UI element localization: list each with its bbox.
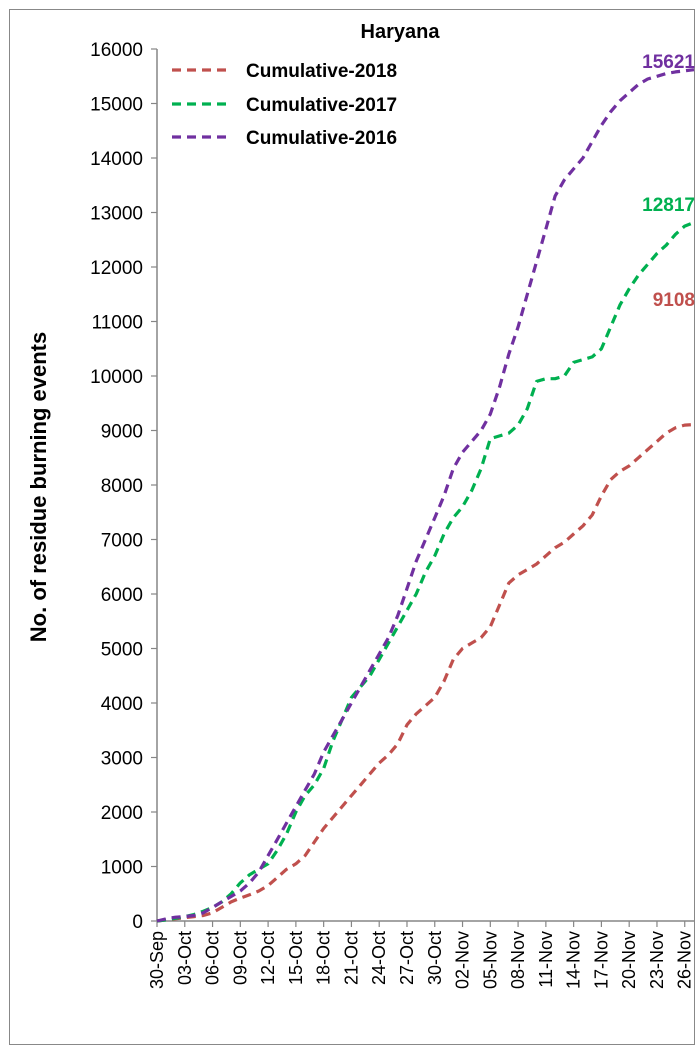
x-tick-label: 12-Oct: [258, 931, 278, 985]
y-tick-label: 12000: [90, 258, 143, 279]
x-tick-label: 05-Nov: [480, 931, 500, 989]
y-tick-label: 6000: [101, 585, 143, 606]
x-tick-label: 26-Nov: [675, 931, 695, 989]
series-line-cumulative-2018: [156, 423, 695, 923]
x-tick-label: 08-Nov: [508, 931, 528, 989]
legend-label-cumulative-2018: Cumulative-2018: [246, 61, 397, 82]
x-tick-label: 27-Oct: [397, 931, 417, 985]
y-tick-label: 15000: [90, 95, 143, 116]
y-tick-label: 2000: [101, 803, 143, 824]
y-tick-label: 11000: [92, 313, 143, 334]
end-value-label-cumulative-2018: 9108: [653, 290, 695, 311]
y-tick-label: 8000: [101, 476, 143, 497]
legend: Cumulative-2018 Cumulative-2017 Cumulative…: [172, 61, 397, 149]
x-tick-label: 30-Sep: [147, 931, 167, 989]
x-tick-label: 23-Nov: [647, 931, 667, 989]
x-tick-label: 15-Oct: [286, 931, 306, 985]
y-tick-label: 9000: [101, 422, 143, 443]
y-axis-label: No. of residue burning events: [26, 332, 51, 642]
series-line-cumulative-2017: [156, 221, 695, 923]
x-tick-label: 06-Oct: [203, 931, 223, 985]
x-tick-label: 30-Oct: [425, 931, 445, 985]
legend-label-cumulative-2016: Cumulative-2016: [246, 128, 397, 149]
x-tick-label: 20-Nov: [619, 931, 639, 989]
chart-title: Haryana: [361, 21, 441, 43]
y-tick-label: 10000: [90, 367, 143, 388]
y-tick-label: 0: [132, 912, 143, 933]
end-value-label-cumulative-2016: 15621: [642, 52, 695, 73]
x-tick-label: 21-Oct: [341, 931, 361, 985]
axes: 0 1000 2000 3000 4000 5000 6000 7000 8000 9000 100…: [90, 40, 695, 989]
y-tick-label: 16000: [90, 40, 143, 61]
x-tick-label: 02-Nov: [453, 931, 473, 989]
series-line-cumulative-2016: [156, 68, 695, 923]
y-tick-label: 13000: [90, 204, 143, 225]
y-tick-label: 14000: [90, 149, 143, 170]
y-tick-label: 7000: [101, 531, 143, 552]
y-tick-label: 4000: [101, 694, 143, 715]
x-tick-label: 09-Oct: [230, 931, 250, 985]
end-value-label-cumulative-2017: 12817: [642, 195, 695, 216]
x-tick-label: 17-Nov: [591, 931, 611, 989]
x-tick-label: 14-Nov: [564, 931, 584, 989]
x-tick-label: 24-Oct: [369, 931, 389, 985]
x-tick-label: 11-Nov: [536, 931, 556, 988]
series-layer: 9108 12817 15621: [156, 52, 695, 923]
x-tick-label: 03-Oct: [175, 931, 195, 985]
legend-label-cumulative-2017: Cumulative-2017: [246, 95, 397, 116]
y-tick-label: 5000: [101, 640, 143, 661]
x-tick-label: 18-Oct: [314, 931, 334, 985]
y-tick-label: 1000: [101, 858, 143, 879]
y-tick-label: 3000: [101, 749, 143, 770]
